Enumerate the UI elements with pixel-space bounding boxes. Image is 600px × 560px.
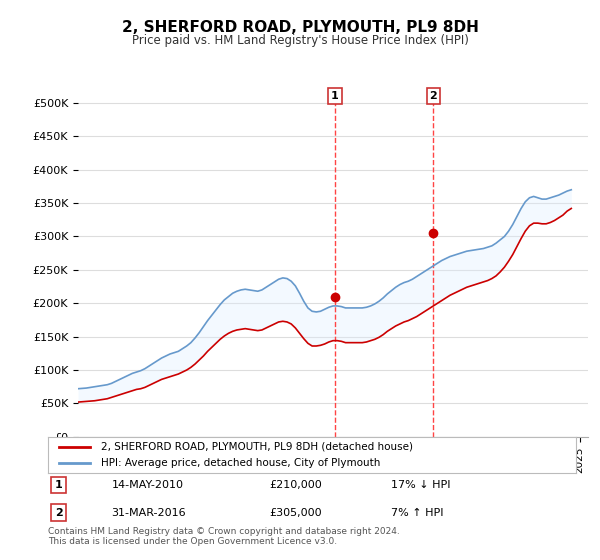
Text: 14-MAY-2010: 14-MAY-2010 <box>112 480 184 490</box>
Text: 1: 1 <box>55 480 62 490</box>
Text: 2: 2 <box>430 91 437 101</box>
Text: £210,000: £210,000 <box>270 480 323 490</box>
Text: Price paid vs. HM Land Registry's House Price Index (HPI): Price paid vs. HM Land Registry's House … <box>131 34 469 46</box>
Text: 31-MAR-2016: 31-MAR-2016 <box>112 507 186 517</box>
Text: 17% ↓ HPI: 17% ↓ HPI <box>391 480 451 490</box>
Text: HPI: Average price, detached house, City of Plymouth: HPI: Average price, detached house, City… <box>101 458 380 468</box>
Text: £305,000: £305,000 <box>270 507 322 517</box>
Text: 1: 1 <box>331 91 339 101</box>
Text: 2, SHERFORD ROAD, PLYMOUTH, PL9 8DH: 2, SHERFORD ROAD, PLYMOUTH, PL9 8DH <box>122 20 478 35</box>
Text: 2: 2 <box>55 507 62 517</box>
Text: 2, SHERFORD ROAD, PLYMOUTH, PL9 8DH (detached house): 2, SHERFORD ROAD, PLYMOUTH, PL9 8DH (det… <box>101 442 413 452</box>
Text: Contains HM Land Registry data © Crown copyright and database right 2024.
This d: Contains HM Land Registry data © Crown c… <box>48 526 400 546</box>
Text: 7% ↑ HPI: 7% ↑ HPI <box>391 507 444 517</box>
